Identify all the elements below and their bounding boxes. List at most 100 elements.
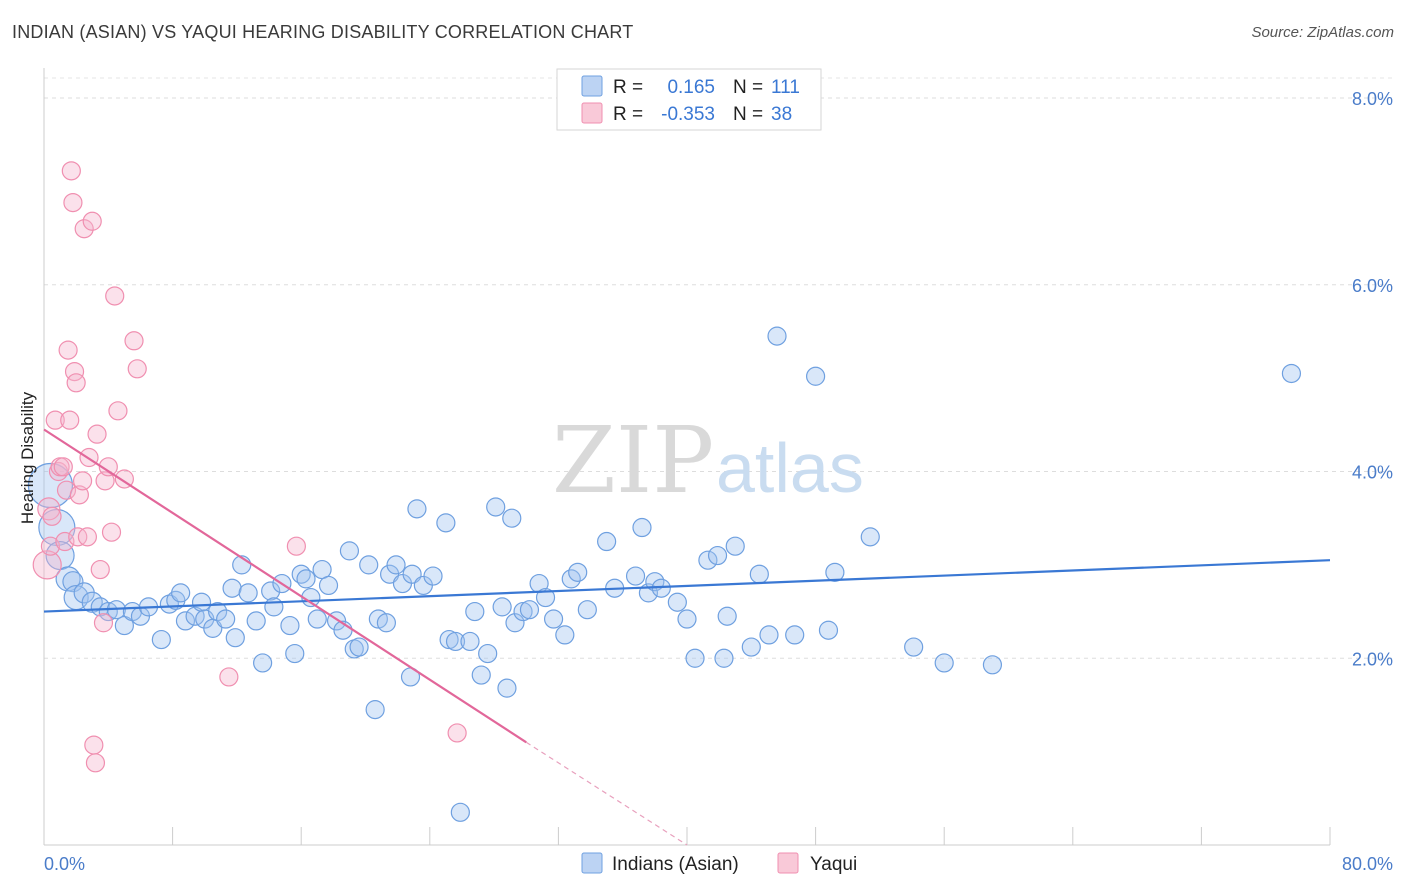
yaqui-point-26 [90,559,110,580]
yaqui-point-10 [58,340,78,360]
indians-point-40 [307,609,327,629]
legend-n-label-1: N = [733,77,763,98]
watermark-zip: ZIP [552,407,714,514]
indians-point-102 [805,366,826,386]
yaqui-point-22 [82,211,102,231]
indians-point-32 [261,581,281,601]
indians-point-62 [445,631,466,652]
legend-swatch-indians [581,75,603,97]
chart-title: INDIAN (ASIAN) VS YAQUI HEARING DISABILI… [12,22,634,42]
indians-point-18 [171,583,191,603]
yaqui-point-4 [45,410,65,430]
yaqui-point-27 [93,613,114,633]
yaqui-point-25 [87,424,107,444]
source-label: Source: ZipAtlas.com [1251,24,1394,41]
indians-point-29 [238,583,258,603]
indians-point-63 [450,802,470,822]
indians-point-59 [423,566,443,586]
indians-point-24 [208,601,228,622]
yaqui-point-7 [53,457,73,477]
indians-point-91 [685,648,705,668]
yaqui-point-34 [124,331,144,351]
indians-point-30 [246,611,266,631]
yaqui-point-16 [68,527,88,547]
indians-point-19 [175,611,196,631]
indians-point-60 [436,513,456,533]
yaqui-point-32 [108,401,128,421]
indians-point-52 [380,564,400,584]
indians-point-84 [625,566,646,586]
legend-r-label-1: R = [613,77,643,98]
indians-point-95 [717,606,737,626]
indians-point-65 [465,601,485,622]
indians-point-71 [502,508,522,528]
top-legend: R = 0.165 N = 111 R = -0.353 N = 38 [556,68,822,131]
yaqui-point-3 [42,506,62,526]
indians-point-69 [492,597,512,617]
indians-point-4 [62,571,84,593]
bottom-legend-label-yaqui: Yaqui [810,854,857,875]
bottom-legend-label-indians: Indians (Asian) [612,854,739,875]
indians-point-80 [568,562,588,582]
indians-point-26 [222,578,242,598]
y-tick-label-1: 4.0% [1352,463,1393,483]
yaqui-point-9 [56,480,77,500]
bottom-legend: Indians (Asian) Yaqui [581,852,857,875]
yaqui-point-20 [77,527,98,547]
yaqui-point-12 [61,161,81,181]
yaqui-point-29 [98,457,118,477]
indians-point-85 [632,517,652,538]
indians-point-45 [339,541,360,561]
legend-swatch-yaqui [581,102,603,124]
y-tick-label-0: 2.0% [1352,649,1393,669]
indians-point-74 [519,600,540,620]
yaqui-point-30 [101,522,122,542]
y-tick-label-3: 8.0% [1352,89,1393,109]
y-tick-label-2: 6.0% [1352,276,1393,296]
indians-point-35 [280,615,300,636]
watermark-atlas: atlas [716,429,864,507]
indians-point-104 [825,562,845,582]
indians-point-105 [860,527,880,547]
indians-point-93 [707,545,728,566]
indians-point-82 [597,531,617,552]
legend-r-value-1: 0.165 [667,77,715,98]
indians-point-25 [216,609,236,629]
indians-point-31 [253,653,273,673]
indians-point-107 [934,653,954,673]
legend-n-label-2: N = [733,104,763,125]
indians-trend-line [43,559,1331,613]
yaqui-point-11 [60,410,80,430]
indians-point-36 [285,643,305,664]
indians-point-9 [98,601,118,622]
indians-point-94 [714,648,734,668]
yaqui-trend-extension [525,741,688,846]
indians-point-38 [296,569,316,589]
yaqui-point-8 [55,531,75,552]
indians-point-96 [725,536,745,556]
indians-point-106 [904,637,924,657]
indians-point-101 [785,625,805,645]
indians-point-92 [698,550,718,570]
indians-point-42 [318,575,339,596]
indians-point-100 [767,326,787,346]
indians-point-64 [460,631,480,652]
indians-point-47 [349,637,369,657]
yaqui-point-13 [63,192,83,213]
indians-point-53 [386,555,406,575]
indians-point-76 [535,587,556,608]
indians-point-73 [513,601,533,622]
indians-point-15 [151,629,171,650]
yaqui-point-23 [84,735,104,755]
y-axis-title: Hearing Disability [18,391,37,524]
watermark: ZIP atlas [552,407,864,514]
yaqui-point-15 [66,373,86,393]
indians-point-68 [486,497,506,517]
yaqui-trend-line [43,428,527,744]
indians-point-90 [677,609,697,629]
bottom-legend-swatch-indians [581,852,603,874]
yaqui-point-18 [72,471,93,491]
yaqui-point-2 [40,536,61,556]
yaqui-point-0 [32,550,62,580]
